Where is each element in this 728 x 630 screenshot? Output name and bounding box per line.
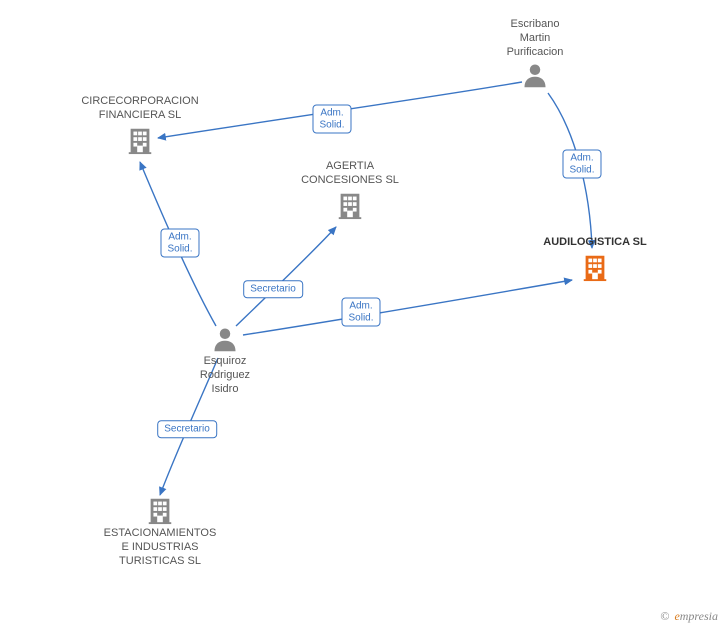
building-icon	[335, 190, 365, 220]
node-audilogistica[interactable]: AUDILOGISTICA SL	[530, 236, 660, 282]
node-estacionamientos[interactable]: ESTACIONAMIENTOSE INDUSTRIASTURISTICAS S…	[90, 495, 230, 568]
copyright-brand-rest: mpresia	[680, 609, 718, 623]
edge-label-esquiroz-estacionamientos: Secretario	[157, 420, 217, 438]
node-label-audilogistica: AUDILOGISTICA SL	[530, 236, 660, 250]
edge-esquiroz-agertia	[236, 227, 336, 326]
edge-label-escribano-audilogistica: Adm. Solid.	[562, 150, 601, 179]
person-icon	[211, 325, 239, 353]
node-escribano[interactable]: EscribanoMartinPurificacion	[490, 18, 580, 89]
copyright: © empresia	[660, 609, 718, 624]
node-label-circe: CIRCECORPORACIONFINANCIERA SL	[70, 95, 210, 123]
building-icon	[145, 495, 175, 525]
diagram-canvas: EscribanoMartinPurificacion CIRCECORPORA…	[0, 0, 728, 630]
node-label-estacionamientos: ESTACIONAMIENTOSE INDUSTRIASTURISTICAS S…	[90, 527, 230, 568]
copyright-symbol: ©	[660, 609, 669, 623]
node-label-esquiroz: EsquirozRodriguezIsidro	[180, 355, 270, 396]
node-label-escribano: EscribanoMartinPurificacion	[490, 18, 580, 59]
edge-label-escribano-circe: Adm. Solid.	[312, 105, 351, 134]
building-icon	[125, 125, 155, 155]
building-icon	[580, 252, 610, 282]
edge-label-esquiroz-agertia: Secretario	[243, 280, 303, 298]
node-circe[interactable]: CIRCECORPORACIONFINANCIERA SL	[70, 95, 210, 155]
node-agertia[interactable]: AGERTIACONCESIONES SL	[290, 160, 410, 220]
edge-label-esquiroz-audilogistica: Adm. Solid.	[341, 298, 380, 327]
person-icon	[521, 61, 549, 89]
node-esquiroz[interactable]: EsquirozRodriguezIsidro	[180, 325, 270, 396]
node-label-agertia: AGERTIACONCESIONES SL	[290, 160, 410, 188]
edge-label-esquiroz-circe: Adm. Solid.	[160, 229, 199, 258]
